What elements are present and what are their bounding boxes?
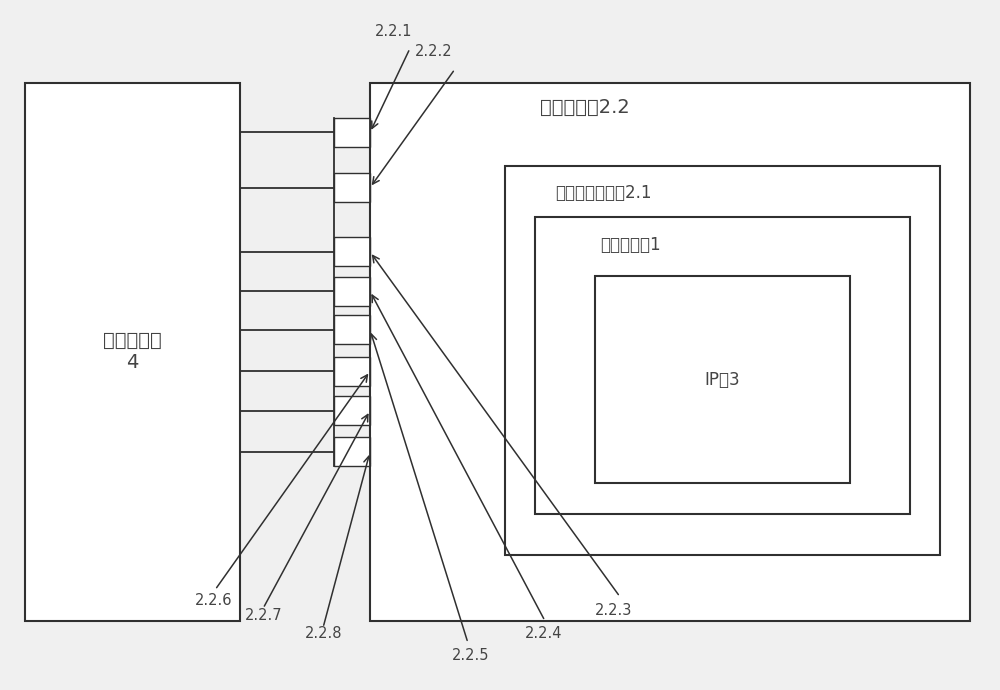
Text: 上层逻辑層2.2: 上层逻辑層2.2 <box>540 97 630 117</box>
Bar <box>370 83 970 621</box>
Bar <box>595 276 850 483</box>
Bar <box>25 83 240 621</box>
Text: 2.2.2: 2.2.2 <box>415 44 453 59</box>
Text: 第一上层逻辑層2.1: 第一上层逻辑層2.1 <box>555 184 652 202</box>
Bar <box>334 357 370 386</box>
Text: IP會3: IP會3 <box>704 371 740 388</box>
Bar <box>334 118 370 147</box>
Text: 2.2.5: 2.2.5 <box>452 648 490 663</box>
Text: 2.2.6: 2.2.6 <box>195 593 232 608</box>
Text: 基础逻辑層1: 基础逻辑層1 <box>600 236 660 254</box>
Text: 2.2.7: 2.2.7 <box>245 608 283 623</box>
Bar <box>535 217 910 514</box>
Bar <box>334 396 370 425</box>
Text: 2.2.8: 2.2.8 <box>305 626 342 641</box>
Bar <box>334 315 370 344</box>
Text: 2.2.4: 2.2.4 <box>525 626 562 641</box>
Text: 用户逻辑層
4: 用户逻辑層 4 <box>103 331 161 373</box>
Bar <box>334 237 370 266</box>
Bar <box>505 166 940 555</box>
Bar <box>334 437 370 466</box>
Text: 2.2.3: 2.2.3 <box>595 603 632 618</box>
Bar <box>334 173 370 202</box>
Bar <box>334 277 370 306</box>
Text: 2.2.1: 2.2.1 <box>375 23 413 39</box>
